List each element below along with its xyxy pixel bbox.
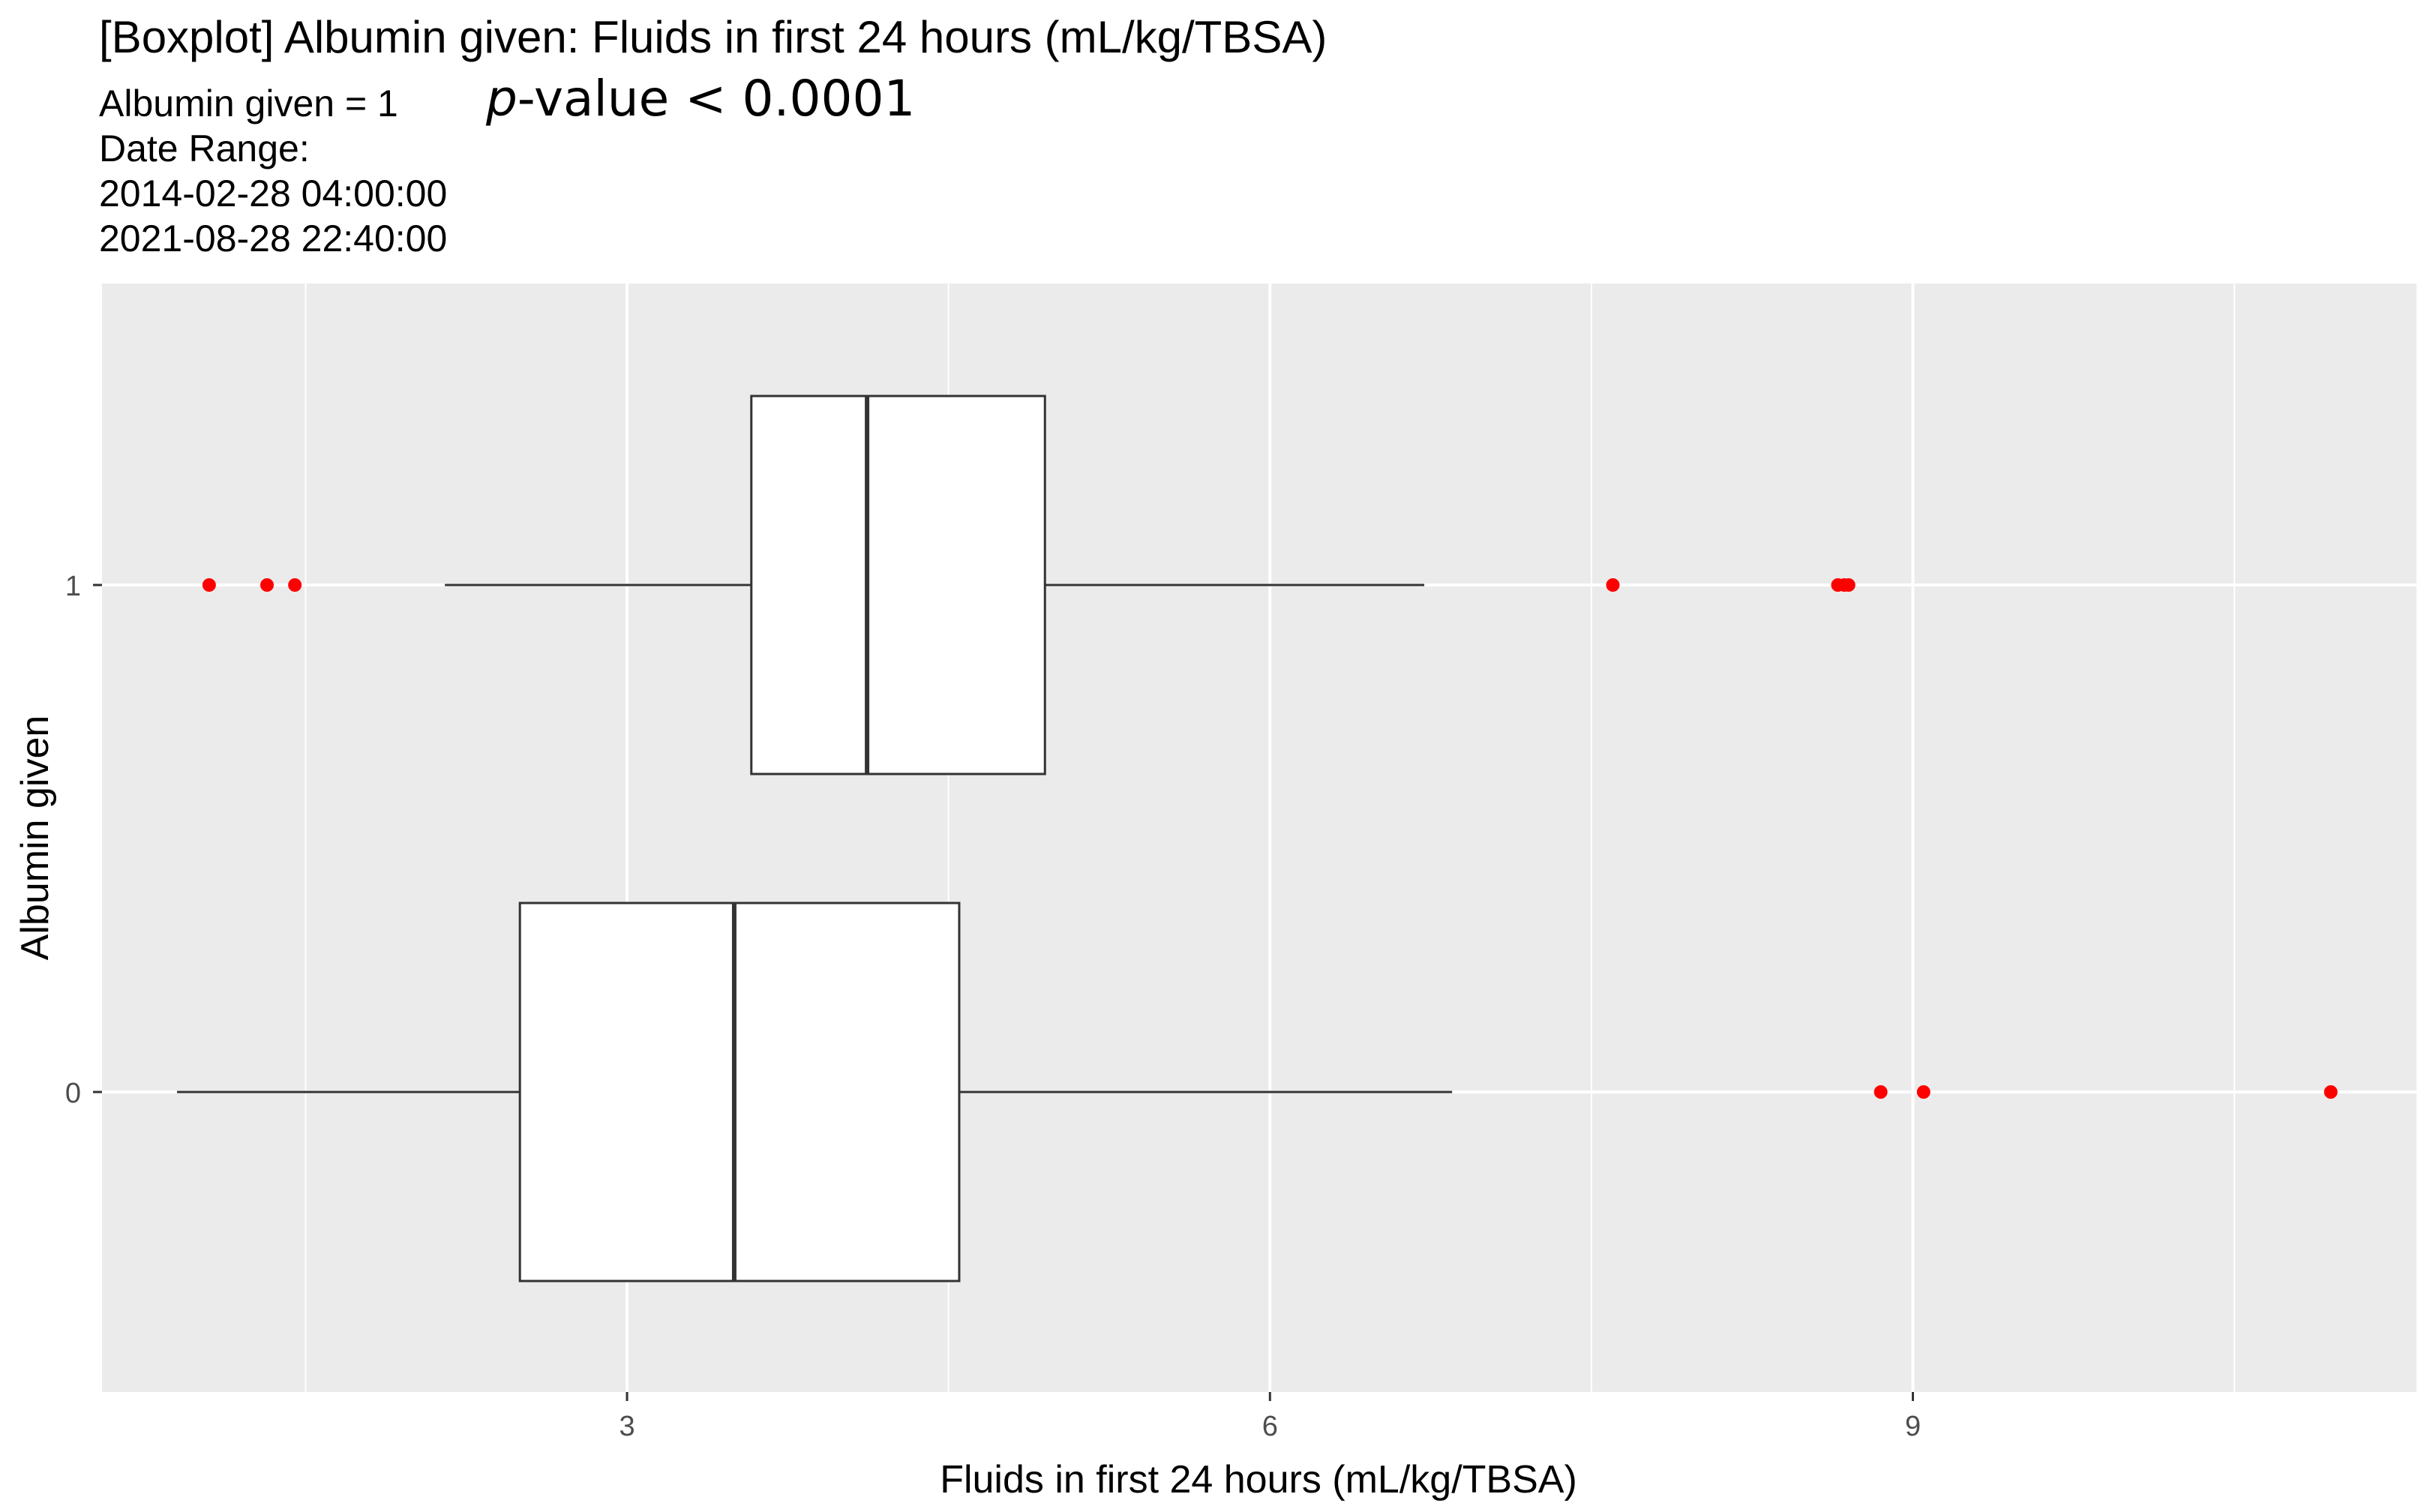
outlier-point <box>2324 1085 2338 1099</box>
outlier-point <box>1606 578 1620 592</box>
x-axis-title: Fluids in first 24 hours (mL/kg/TBSA) <box>940 1458 1577 1502</box>
x-tick-label: 6 <box>1262 1411 1278 1442</box>
date-range-end: 2021-08-28 22:40:00 <box>99 218 448 260</box>
p-value-prefix: p <box>486 70 518 128</box>
p-value-annotation: p-value < 0.0001 <box>486 69 915 129</box>
y-tick-label: 0 <box>65 1078 81 1109</box>
chart-subtitle: Albumin given = 1 <box>99 82 398 124</box>
outlier-point <box>1841 578 1856 592</box>
x-tick-label: 3 <box>619 1411 634 1442</box>
y-axis-title: Albumin given <box>14 716 57 961</box>
axis-ticks: 3 6 9 0 1 <box>65 571 1921 1442</box>
outlier-point <box>1874 1085 1888 1099</box>
iqr-box <box>750 394 1046 776</box>
chart-title: [Boxplot] Albumin given: Fluids in first… <box>99 12 1328 62</box>
date-range-start: 2014-02-28 04:00:00 <box>99 172 448 214</box>
outlier-point <box>1916 1085 1930 1099</box>
iqr-box <box>518 902 961 1282</box>
plot-panel <box>102 284 2416 1392</box>
outlier-point <box>202 578 216 592</box>
y-tick-label: 1 <box>65 571 81 602</box>
box-layer <box>177 394 2338 1282</box>
x-tick-label: 9 <box>1905 1411 1921 1442</box>
outlier-point <box>260 578 274 592</box>
date-range-label: Date Range: <box>99 128 310 170</box>
outlier-point <box>288 578 302 592</box>
p-value-text: -value < 0.0001 <box>517 70 916 128</box>
